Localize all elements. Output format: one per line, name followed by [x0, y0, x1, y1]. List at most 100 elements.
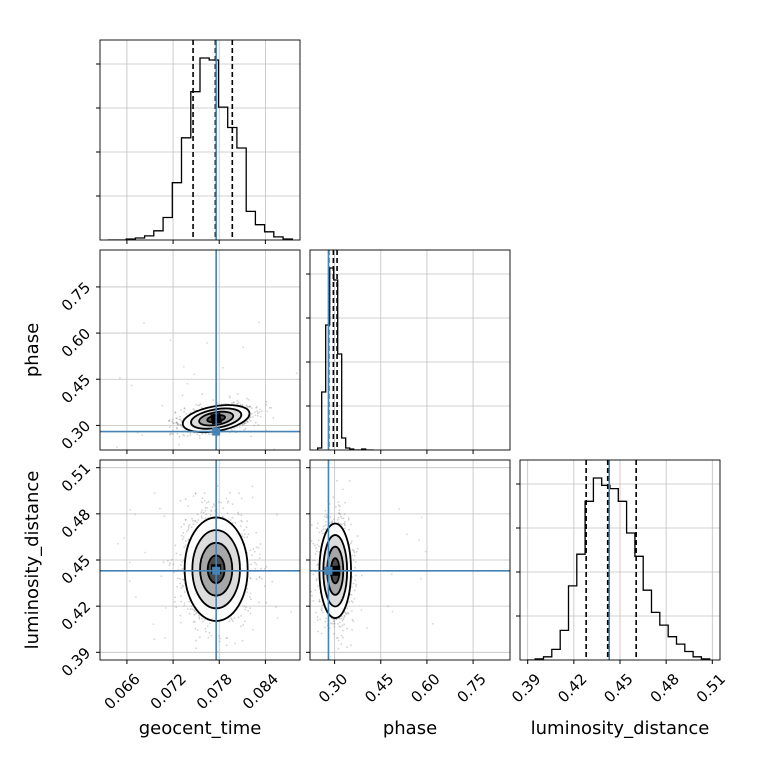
scatter-point: [246, 420, 249, 423]
scatter-point: [217, 500, 220, 503]
scatter-point: [251, 485, 254, 488]
scatter-point: [153, 638, 156, 641]
x-tick-label: 0.066: [101, 670, 144, 713]
scatter-point: [226, 512, 229, 515]
scatter-point: [182, 531, 185, 534]
scatter-point: [238, 426, 241, 428]
x-axis-label-luminosity-distance: luminosity_distance: [531, 718, 710, 739]
scatter-point: [236, 393, 239, 395]
scatter-point: [237, 401, 240, 404]
scatter-point: [295, 372, 298, 375]
scatter-point: [344, 611, 347, 614]
scatter-point: [193, 373, 196, 376]
scatter-point: [202, 620, 204, 623]
scatter-point: [255, 407, 258, 409]
scatter-point: [316, 543, 319, 546]
scatter-point: [192, 621, 195, 623]
scatter-point: [347, 518, 350, 521]
scatter-point: [218, 640, 221, 643]
scatter-point: [201, 393, 204, 395]
scatter-point: [182, 559, 185, 562]
scatter-point: [229, 396, 232, 399]
scatter-point: [268, 406, 271, 409]
scatter-point: [337, 639, 340, 642]
scatter-point: [265, 400, 268, 403]
scatter-point: [179, 577, 181, 580]
scatter-point: [222, 507, 225, 509]
scatter-point: [195, 611, 198, 614]
scatter-point: [315, 579, 318, 581]
scatter-point: [168, 420, 171, 422]
scatter-point: [237, 511, 239, 514]
scatter-point: [191, 608, 194, 611]
scatter-point: [186, 382, 189, 385]
scatter-point: [170, 432, 173, 435]
scatter-point: [208, 631, 211, 634]
scatter-point: [174, 544, 177, 547]
scatter-point: [340, 634, 343, 637]
scatter-point: [123, 537, 126, 539]
scatter-point: [324, 620, 327, 623]
scatter-point: [144, 551, 147, 554]
scatter-point: [318, 598, 321, 601]
scatter-point: [337, 647, 340, 650]
scatter-point: [189, 434, 192, 437]
scatter-point: [177, 423, 179, 426]
scatter-point: [289, 520, 291, 522]
scatter-point: [197, 519, 200, 521]
scatter-point: [314, 559, 316, 562]
scatter-point: [249, 612, 252, 615]
scatter-point: [254, 561, 256, 564]
scatter-point: [275, 626, 277, 628]
scatter-point: [179, 499, 182, 502]
scatter-point: [335, 637, 338, 639]
scatter-point: [353, 554, 356, 557]
scatter-point: [351, 628, 353, 631]
scatter-point: [201, 501, 203, 504]
scatter-point: [210, 510, 213, 513]
scatter-point: [242, 346, 245, 349]
scatter-point: [306, 582, 308, 584]
scatter-point: [246, 536, 249, 538]
scatter-point: [169, 433, 171, 436]
scatter-point: [216, 651, 219, 653]
scatter-point: [255, 531, 258, 534]
scatter-point: [338, 625, 340, 628]
scatter-point: [357, 547, 359, 550]
scatter-point: [234, 642, 237, 645]
scatter-point: [172, 563, 175, 565]
scatter-point: [175, 417, 178, 420]
scatter-point: [354, 566, 357, 569]
scatter-point: [420, 516, 423, 519]
scatter-point: [343, 522, 345, 525]
scatter-point: [248, 418, 251, 421]
scatter-point: [181, 394, 184, 397]
scatter-point: [340, 617, 343, 620]
scatter-point: [178, 435, 181, 438]
scatter-point: [119, 377, 121, 379]
scatter-point: [180, 423, 182, 426]
y-tick-label: 0.30: [58, 417, 94, 453]
scatter-point: [343, 623, 346, 626]
scatter-point: [179, 582, 182, 585]
truth-marker: [324, 566, 333, 575]
scatter-point: [193, 409, 196, 412]
scatter-point: [259, 543, 262, 545]
scatter-point: [226, 501, 229, 504]
scatter-point: [134, 596, 137, 598]
scatter-point: [255, 578, 258, 581]
scatter-point: [232, 401, 235, 404]
scatter-point: [139, 470, 141, 472]
scatter-point: [212, 503, 215, 506]
scatter-point: [333, 625, 336, 628]
scatter-point: [325, 513, 328, 516]
scatter-point: [206, 507, 209, 509]
x-tick-label: 0.60: [407, 670, 443, 706]
scatter-point: [360, 609, 363, 611]
scatter-point: [229, 519, 232, 521]
scatter-point: [320, 607, 323, 609]
scatter-point: [244, 608, 247, 611]
scatter-point: [317, 545, 320, 548]
scatter-point: [256, 410, 259, 412]
x-axis-label-geocent-time: geocent_time: [139, 718, 262, 739]
